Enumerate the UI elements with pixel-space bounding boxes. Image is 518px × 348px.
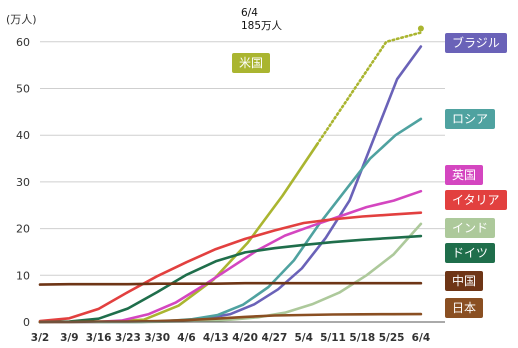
series-layer [38,31,423,324]
legend-tag [445,33,507,53]
annotation-dot [417,25,424,32]
x-tick-label: 5/18 [349,332,375,344]
x-tick-label: 3/2 [31,332,49,344]
legend-tag [445,271,483,291]
annotation-text: 6/4 [241,7,258,19]
series-line [38,211,423,323]
y-tick-label: 10 [16,269,30,282]
legend-label: 米国 [239,56,263,70]
x-tick-label: 3/9 [60,332,78,344]
legend-label: 中国 [452,273,476,288]
legend-label: インド [452,221,488,235]
y-tick-label: 0 [23,316,30,329]
series-line-dotted [315,31,423,146]
annotation-text: 185万人 [241,20,283,32]
legend-tag [445,190,507,210]
x-tick-label: 4/13 [203,332,229,344]
x-tick-label: 4/27 [262,332,288,344]
x-tick-label: 5/25 [379,332,405,344]
series-line [38,117,423,324]
legend-tag [445,165,483,185]
x-tick-label: 6/4 [412,332,430,344]
legend-label: ブラジル [452,35,500,50]
y-tick-label: 60 [16,36,30,49]
x-tick-label: 3/30 [144,332,170,344]
series-line [38,281,423,286]
y-tick-label: 30 [16,176,30,189]
legend-tag [232,53,270,73]
y-tick-label: 50 [16,83,30,96]
y-unit-label: (万人) [6,13,37,26]
x-tick-label: 3/16 [86,332,112,344]
legend-label: ロシア [452,112,488,126]
series-line [38,45,423,324]
legend-tag [445,243,495,263]
x-tick-label: 4/6 [177,332,195,344]
legend-label: 日本 [452,301,476,315]
y-tick-label: 40 [16,129,30,142]
legend-label: イタリア [452,193,500,207]
legend-tag [445,218,495,238]
legend-tag [445,298,483,318]
series-line [38,234,423,324]
x-tick-label: 3/23 [115,332,141,344]
x-tick-label: 5/4 [294,332,312,344]
x-tick-label: 4/20 [232,332,258,344]
legend-label: 英国 [452,168,476,182]
series-line [38,143,319,324]
legend-label: ドイツ [452,246,488,260]
legend-tag [445,109,495,129]
x-tick-label: 5/11 [320,332,346,344]
grid-layer [40,41,445,276]
y-tick-label: 20 [16,223,30,236]
